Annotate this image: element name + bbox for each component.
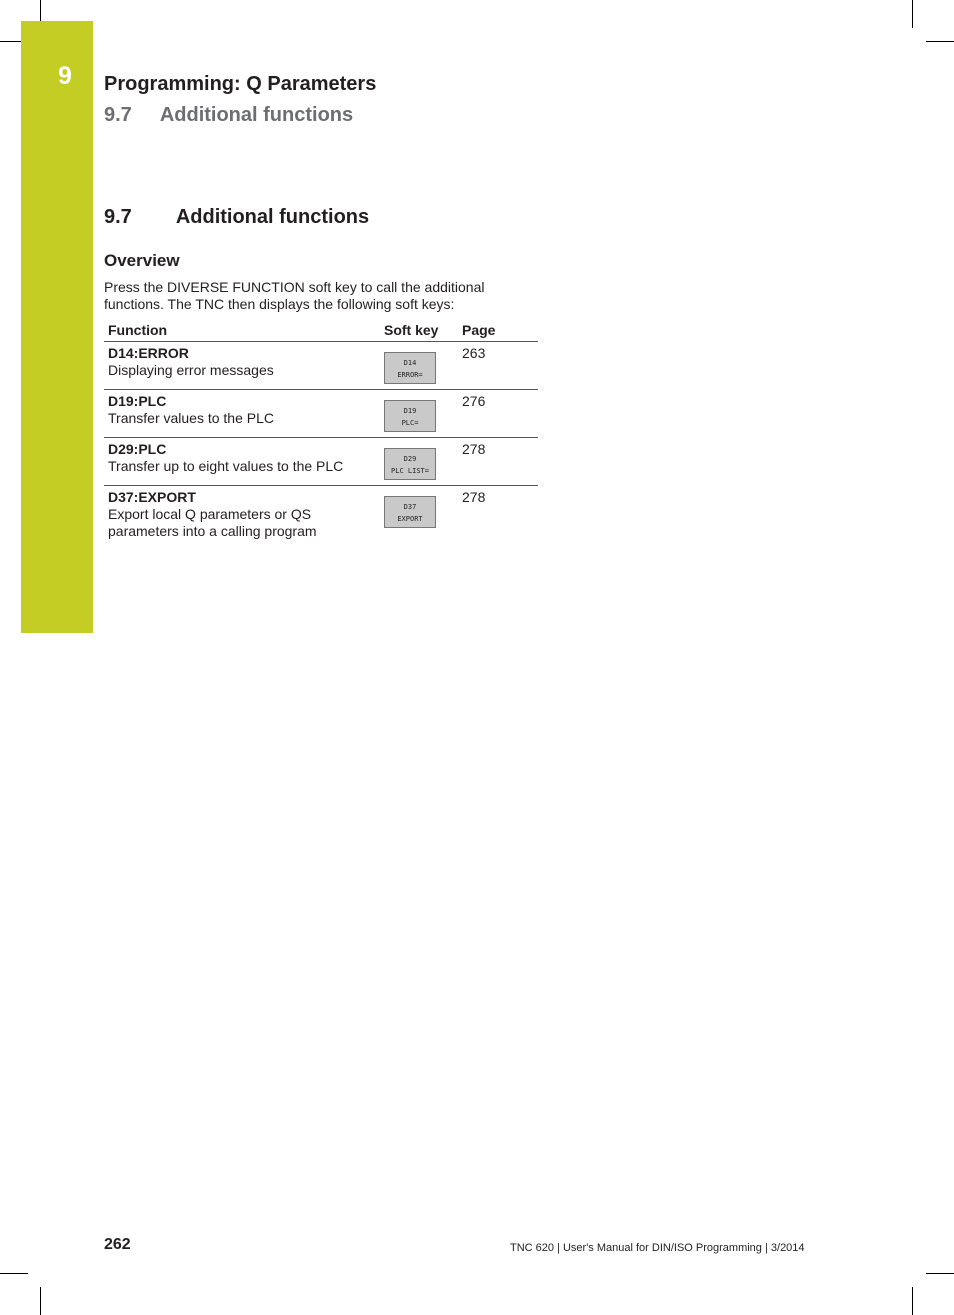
softkey-cell: D29 PLC LIST= (380, 437, 458, 486)
col-function: Function (104, 320, 380, 342)
header-section-title: Additional functions (159, 104, 354, 126)
table-row: D29:PLC Transfer up to eight values to th… (104, 437, 538, 486)
softkey-cell: D14 ERROR= (380, 341, 458, 390)
table-row: D19:PLC Transfer values to the PLC D19 PLC… (104, 389, 538, 438)
softkey-line2: EXPORT (397, 515, 423, 523)
section-heading: 9.7 Additional functions (104, 206, 369, 229)
table-row: D14:ERROR Displaying error messages D14 ER… (104, 341, 538, 390)
softkey-image: D14 ERROR= (384, 352, 436, 384)
softkey-line1: D29 (403, 455, 417, 463)
subheading: Overview (104, 251, 180, 270)
intro-paragraph: Press the DIVERSE FUNCTION soft key to c… (104, 279, 485, 312)
function-cell: D14:ERROR Displaying error messages (104, 341, 380, 390)
running-header-section: 9.7 Additional functions (104, 104, 353, 127)
running-header-title: Programming: Q Parameters (104, 73, 377, 95)
col-page: Page (458, 320, 538, 342)
functions-table: Function Soft key Page D14:ERROR Displayi… (104, 320, 538, 545)
function-cell: D19:PLC Transfer values to the PLC (104, 389, 380, 438)
softkey-image: D37 EXPORT (384, 496, 436, 528)
function-desc: Transfer up to eight values to the PLC (108, 458, 344, 474)
softkey-line1: D14 (403, 359, 417, 367)
page-number: 262 (104, 1236, 131, 1253)
header-section-number: 9.7 (104, 104, 132, 126)
footer-text: TNC 620 | User's Manual for DIN/ISO Prog… (510, 1242, 805, 1254)
page-cell: 263 (458, 341, 538, 390)
function-cell: D29:PLC Transfer up to eight values to th… (104, 437, 380, 486)
softkey-image: D29 PLC LIST= (384, 448, 436, 480)
softkey-line1: D19 (403, 407, 417, 415)
softkey-cell: D19 PLC= (380, 389, 458, 438)
function-cell: D37:EXPORT Export local Q parameters or Q… (104, 486, 380, 546)
chapter-number: 9 (58, 62, 72, 90)
softkey-line2: ERROR= (397, 371, 423, 379)
chapter-tab (21, 21, 93, 633)
softkey-line2: PLC LIST= (391, 467, 429, 475)
table-row: D37:EXPORT Export local Q parameters or Q… (104, 486, 538, 546)
softkey-image: D19 PLC= (384, 400, 436, 432)
function-name: D14:ERROR (108, 345, 189, 361)
page-cell: 278 (458, 437, 538, 486)
softkey-line1: D37 (403, 503, 417, 511)
page-cell: 276 (458, 389, 538, 438)
function-desc: Export local Q parameters or QS paramete… (108, 506, 317, 539)
function-name: D37:EXPORT (108, 489, 196, 505)
function-desc: Transfer values to the PLC (108, 410, 275, 426)
section-number: 9.7 (104, 206, 132, 228)
function-desc: Displaying error messages (108, 362, 274, 378)
function-name: D19:PLC (108, 393, 167, 409)
softkey-line2: PLC= (401, 419, 419, 427)
softkey-cell: D37 EXPORT (380, 486, 458, 546)
page-cell: 278 (462, 489, 486, 505)
col-softkey: Soft key (380, 320, 458, 342)
section-title: Additional functions (175, 206, 370, 228)
function-name: D29:PLC (108, 441, 167, 457)
